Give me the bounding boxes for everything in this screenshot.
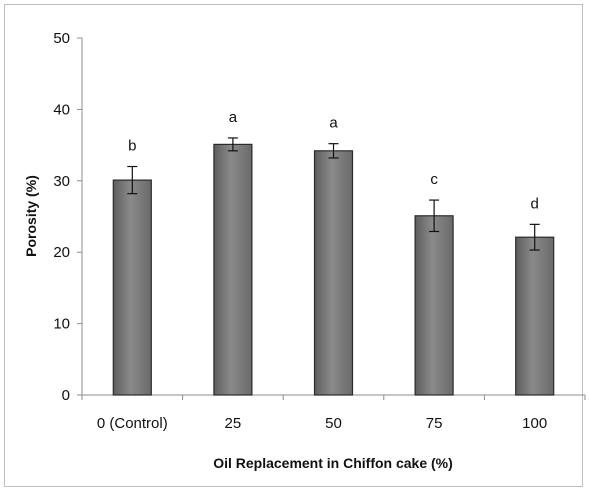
x-tick-label: 100 [522, 415, 547, 432]
bar [515, 236, 555, 396]
x-tick-label: 50 [325, 415, 342, 432]
labels: 0 10 20 30 40 50 b 0 (Control) a 25 a 50 c 75 d 100 [53, 30, 547, 432]
x-axis-title: Oil Replacement in Chiffon cake (%) [213, 455, 453, 471]
chart-frame [4, 4, 583, 487]
y-tick-label: 10 [53, 316, 70, 333]
significance-letter: b [128, 138, 136, 155]
y-tick-label: 0 [62, 387, 70, 404]
y-tick-label: 40 [53, 101, 70, 118]
significance-letter: d [531, 195, 539, 212]
y-tick-label: 50 [53, 30, 70, 47]
bar [313, 150, 354, 396]
x-tick-label: 0 (Control) [97, 415, 168, 432]
x-tick-label: 25 [225, 415, 242, 432]
significance-letter: c [430, 171, 438, 188]
y-tick-label: 30 [53, 173, 70, 190]
bar [213, 143, 253, 396]
bar [414, 215, 454, 396]
bars [112, 137, 555, 396]
y-tick-label: 20 [53, 244, 70, 261]
bar [112, 179, 152, 396]
y-axis-title: Porosity (%) [23, 175, 39, 257]
significance-letter: a [329, 115, 338, 132]
x-tick-label: 75 [426, 415, 443, 432]
significance-letter: a [229, 109, 238, 126]
